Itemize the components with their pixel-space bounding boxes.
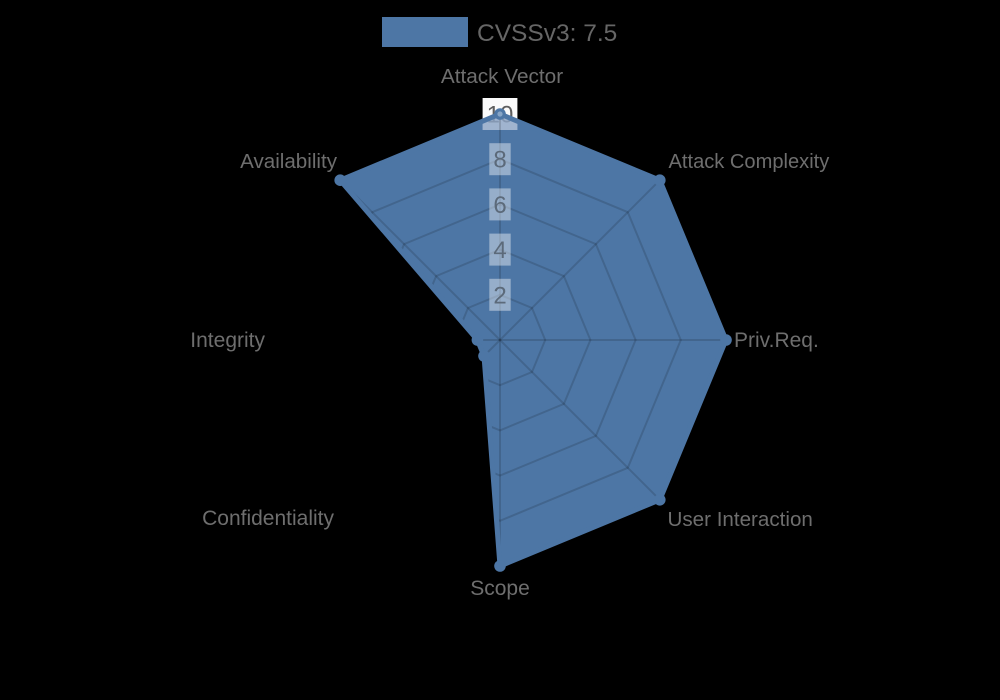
svg-text:User Interaction: User Interaction [668,508,813,531]
svg-text:Integrity: Integrity [190,329,265,352]
svg-text:Availability: Availability [240,150,338,173]
svg-text:CVSSv3: 7.5: CVSSv3: 7.5 [477,20,617,47]
svg-text:Attack Vector: Attack Vector [441,65,563,88]
svg-text:Priv.Req.: Priv.Req. [734,329,819,352]
svg-text:Confidentiality: Confidentiality [202,507,334,530]
svg-text:6: 6 [493,192,506,219]
svg-text:Scope: Scope [470,577,530,600]
svg-text:Attack Complexity: Attack Complexity [669,151,830,173]
svg-text:4: 4 [493,237,506,264]
svg-text:8: 8 [493,147,506,174]
svg-text:2: 2 [493,282,506,309]
